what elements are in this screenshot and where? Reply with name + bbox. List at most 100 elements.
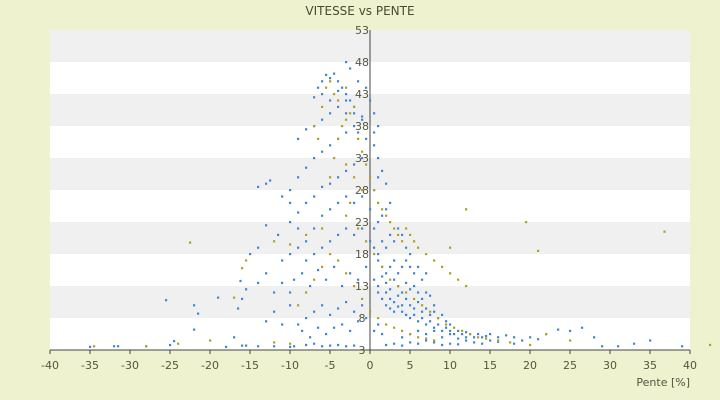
x-tick-label: 20 <box>523 359 537 372</box>
data-point <box>313 253 316 256</box>
data-point <box>297 323 300 326</box>
data-point <box>353 105 356 108</box>
data-point <box>441 343 444 347</box>
data-point <box>497 336 500 339</box>
y-tick-label: 38 <box>355 120 369 133</box>
data-point <box>433 329 436 332</box>
data-point <box>377 221 380 224</box>
data-point <box>525 221 528 224</box>
data-point <box>337 105 340 108</box>
data-point <box>409 288 412 291</box>
data-point <box>481 342 484 345</box>
data-point <box>393 259 396 262</box>
data-point <box>497 339 500 342</box>
data-point <box>633 342 636 345</box>
x-tick-label: 10 <box>443 359 457 372</box>
data-point <box>405 259 408 262</box>
data-point <box>557 328 560 331</box>
data-point <box>289 291 292 294</box>
data-point <box>305 240 308 243</box>
x-tick-label: -30 <box>121 359 139 372</box>
data-point <box>409 253 412 256</box>
tick-labels: -40 -35 -30 -25 -20 -15 -10 -5 0 5 10 15 20 25 30 35 40 3… <box>41 24 697 372</box>
data-point <box>345 195 348 198</box>
data-point <box>337 89 340 92</box>
data-point <box>373 246 376 249</box>
data-point <box>233 296 236 299</box>
data-point <box>401 291 404 294</box>
data-point <box>197 312 200 315</box>
data-point <box>425 337 428 340</box>
data-point <box>357 227 360 230</box>
data-point <box>361 297 364 300</box>
data-point <box>417 301 420 304</box>
data-point <box>405 281 408 284</box>
data-point <box>413 272 416 275</box>
data-point <box>385 304 388 307</box>
data-point <box>337 201 340 204</box>
data-point <box>421 310 424 313</box>
data-point <box>429 294 432 297</box>
data-point <box>361 195 364 198</box>
data-point <box>273 345 276 348</box>
data-point <box>321 304 324 307</box>
data-point <box>217 296 220 299</box>
data-point <box>345 301 348 304</box>
y-tick-label: 48 <box>355 56 369 69</box>
data-point <box>449 329 452 332</box>
data-point <box>453 333 456 336</box>
data-point <box>341 86 344 89</box>
data-point <box>421 297 424 300</box>
data-point <box>421 317 424 320</box>
data-point <box>445 320 448 323</box>
x-tick-label: -40 <box>41 359 59 372</box>
data-point <box>361 115 364 118</box>
data-point <box>401 240 404 243</box>
data-point <box>337 80 340 83</box>
x-tick-label: -35 <box>81 359 99 372</box>
data-point <box>189 241 192 244</box>
data-point <box>377 201 380 204</box>
data-point <box>321 345 324 348</box>
data-point <box>445 326 448 329</box>
data-point <box>329 313 332 316</box>
data-point <box>417 265 420 268</box>
data-point <box>389 221 392 224</box>
y-tick-label: 18 <box>355 248 369 261</box>
data-point <box>497 340 500 343</box>
data-point <box>273 310 276 313</box>
data-point <box>313 227 316 230</box>
data-point <box>663 230 666 233</box>
data-point <box>385 246 388 249</box>
data-points <box>89 61 712 348</box>
data-point <box>329 77 332 80</box>
data-point <box>353 112 356 115</box>
data-point <box>349 67 352 70</box>
data-point <box>389 233 392 236</box>
data-point <box>397 305 400 308</box>
data-point <box>369 208 372 211</box>
data-point <box>257 281 260 284</box>
data-point <box>193 304 196 307</box>
data-point <box>405 246 408 249</box>
data-point <box>437 323 440 326</box>
data-point <box>433 326 436 329</box>
data-point <box>389 201 392 204</box>
y-tick-label: 33 <box>355 152 369 165</box>
data-point <box>301 329 304 332</box>
data-point <box>305 317 308 320</box>
data-point <box>489 339 492 342</box>
x-tick-label: -15 <box>241 359 259 372</box>
data-point <box>345 163 348 166</box>
data-point <box>245 288 248 291</box>
data-point <box>321 150 324 153</box>
data-point <box>353 310 356 313</box>
data-point <box>297 137 300 140</box>
data-point <box>353 201 356 204</box>
x-tick-label: 40 <box>683 359 697 372</box>
data-point <box>289 304 292 307</box>
data-point <box>413 297 416 300</box>
data-point <box>349 329 352 332</box>
data-point <box>345 93 348 96</box>
data-point <box>337 137 340 140</box>
